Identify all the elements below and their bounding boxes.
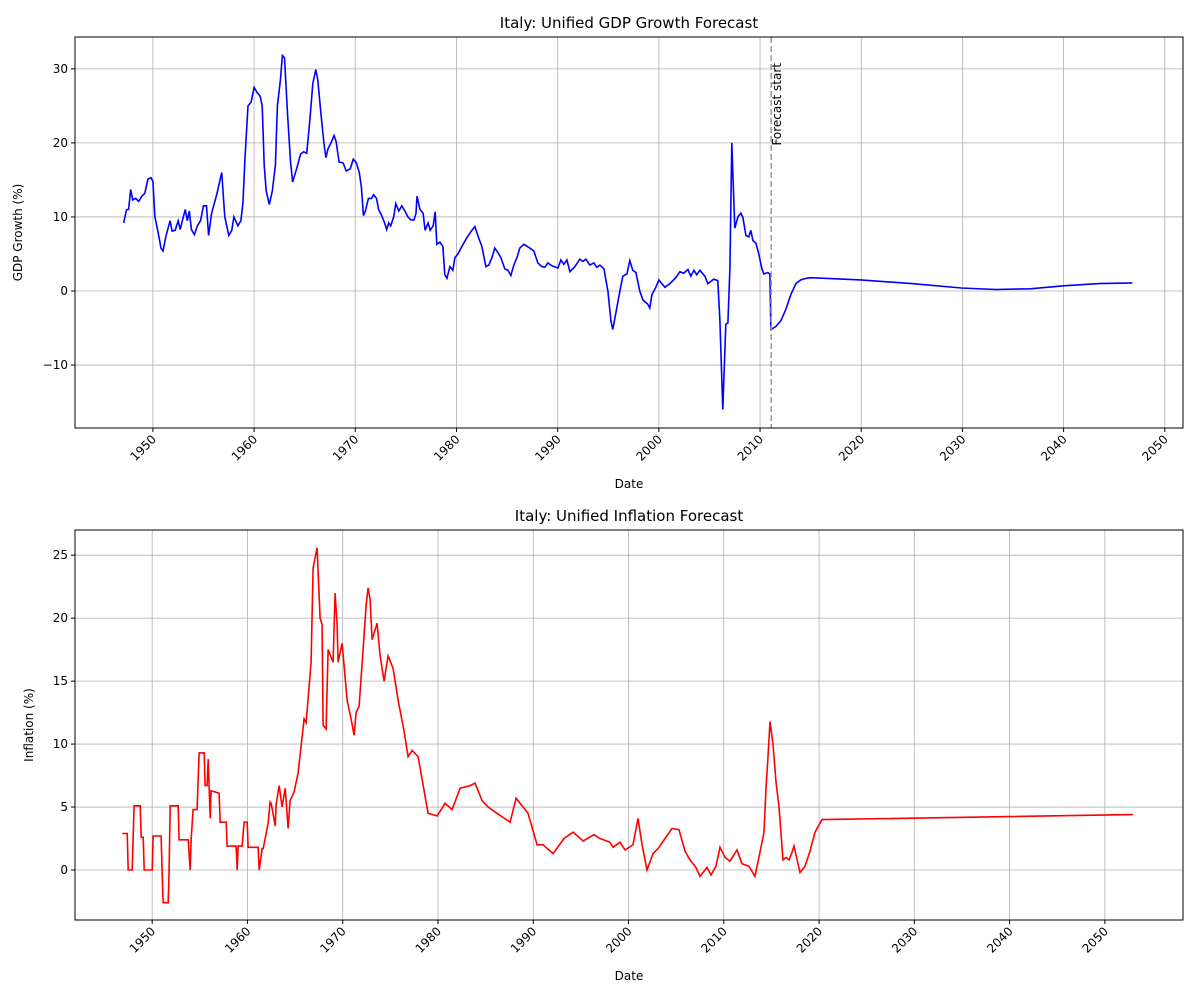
x-tick-label: 2020 — [836, 432, 867, 463]
plot-frame — [74, 36, 1184, 429]
x-axis-label: Date — [615, 477, 644, 491]
x-tick-label: 1970 — [330, 432, 361, 463]
x-tick-label: 1960 — [229, 432, 260, 463]
y-axis-label: GDP Growth (%) — [11, 184, 25, 282]
x-tick-label: 2000 — [633, 432, 664, 463]
x-tick-label: 1980 — [431, 432, 462, 463]
x-tick-label: 1960 — [222, 924, 253, 955]
chart-title: Italy: Unified GDP Growth Forecast — [500, 14, 759, 32]
x-tick-label: 1990 — [532, 432, 563, 463]
chart: Italy: Unified Inflation Forecast 1950 196… — [22, 507, 1184, 983]
y-tick-label: −10 — [43, 358, 68, 372]
chart: Italy: Unified GDP Growth Forecast 1950 19… — [11, 14, 1184, 491]
x-tick-label: 2010 — [698, 924, 729, 955]
x-tick-label: 2050 — [1139, 432, 1170, 463]
x-axis-label: Date — [615, 969, 644, 983]
x-tick-label: 2030 — [937, 432, 968, 463]
y-axis-label: Inflation (%) — [22, 688, 36, 762]
y-tick-label: 20 — [53, 136, 68, 150]
chart-title: Italy: Unified Inflation Forecast — [515, 507, 744, 525]
x-tick-label: 2010 — [735, 432, 766, 463]
x-tick-label: 1990 — [508, 924, 539, 955]
y-tick-label: 20 — [53, 611, 68, 625]
x-tick-label: 2020 — [794, 924, 825, 955]
plot-frame — [74, 529, 1184, 921]
y-tick-label: 25 — [53, 548, 68, 562]
y-tick-label: 5 — [60, 800, 68, 814]
x-tick-label: 1970 — [317, 924, 348, 955]
data-line — [122, 53, 1133, 410]
x-tick-label: 2050 — [1079, 924, 1110, 955]
annotation: Forecast start — [770, 63, 784, 146]
y-tick-label: 0 — [60, 284, 68, 298]
y-tick-label: 10 — [53, 210, 68, 224]
x-tick-label: 1950 — [127, 924, 158, 955]
y-tick-label: 0 — [60, 863, 68, 877]
y-tick-label: 10 — [53, 737, 68, 751]
y-tick-label: 15 — [53, 674, 68, 688]
x-tick-label: 2040 — [984, 924, 1015, 955]
x-tick-label: 2040 — [1038, 432, 1069, 463]
x-tick-label: 1950 — [128, 432, 159, 463]
x-tick-label: 2000 — [603, 924, 634, 955]
x-tick-label: 1980 — [413, 924, 444, 955]
y-tick-label: 30 — [53, 62, 68, 76]
x-tick-label: 2030 — [889, 924, 920, 955]
data-line — [122, 547, 1133, 904]
